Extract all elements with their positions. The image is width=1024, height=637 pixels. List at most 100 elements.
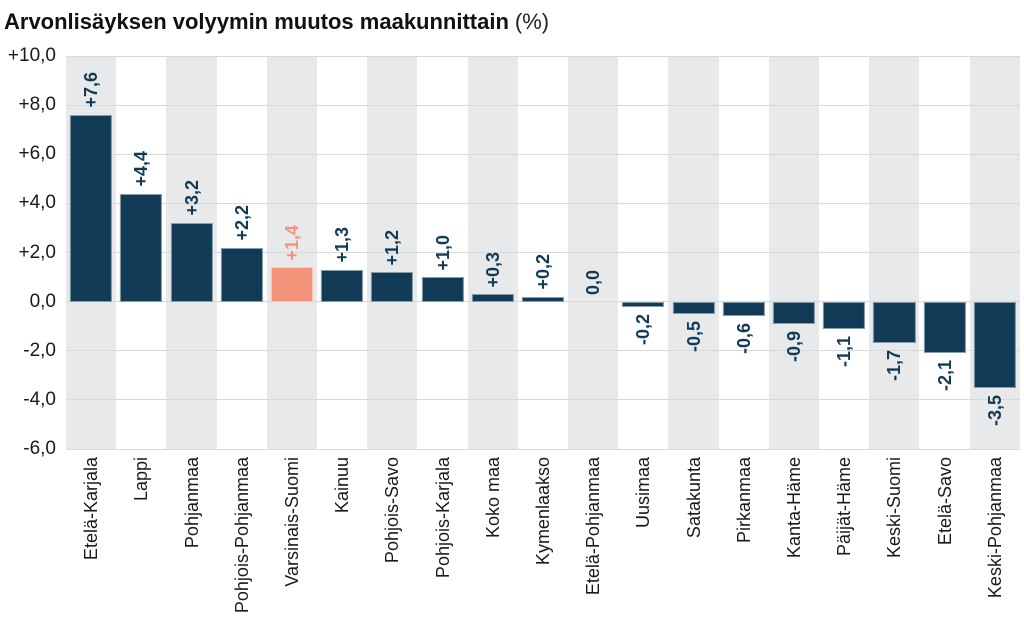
bar-value-label: -0,2 <box>633 313 654 345</box>
bar <box>321 269 364 302</box>
x-axis-label-cell: Satakunta <box>668 457 718 631</box>
y-tick-label: -4,0 <box>23 388 56 410</box>
bar-value-label: +4,4 <box>131 151 152 187</box>
x-axis-label-cell: Pohjois-Pohjanmaa <box>217 457 267 631</box>
x-axis-label: Satakunta <box>683 457 704 539</box>
x-axis-label: Lappi <box>131 457 152 502</box>
gridline <box>66 202 1020 204</box>
gridline <box>66 350 1020 352</box>
x-axis-label: Pohjois-Pohjanmaa <box>231 457 252 614</box>
x-axis-label-cell: Keski-Suomi <box>869 457 919 631</box>
x-axis-label: Keski-Pohjanmaa <box>984 457 1005 599</box>
bar <box>220 247 263 302</box>
plot-area: +7,6 +4,4 +3,2 +2,2 +1,4 +1,3 +1,2 +1,0 +0,3 +0,2… <box>66 56 1020 450</box>
chart-title: Arvonlisäyksen volyymin muutos maakunnit… <box>4 8 1024 36</box>
bar-column: +1,0 <box>417 56 467 449</box>
bar-column: +0,2 <box>518 56 568 449</box>
chart-title-main: Arvonlisäyksen volyymin muutos maakunnit… <box>4 9 509 34</box>
x-axis-label-cell: Päijät-Häme <box>819 457 869 631</box>
y-tick-label: -2,0 <box>23 339 56 361</box>
x-axis-label-cell: Etelä-Karjala <box>66 457 116 631</box>
bar-value-label: +0,2 <box>532 254 553 290</box>
x-axis-label-cell: Keski-Pohjanmaa <box>970 457 1020 631</box>
bar-value-label: -0,5 <box>683 320 704 352</box>
gridline <box>66 399 1020 401</box>
bar <box>120 193 163 302</box>
bar-column: +4,4 <box>116 56 166 449</box>
x-axis-label-cell: Koko maa <box>468 457 518 631</box>
x-axis-label: Etelä-Pohjanmaa <box>583 457 604 596</box>
bar-value-label: +1,2 <box>382 229 403 266</box>
bar-value-label: +1,3 <box>332 227 353 263</box>
bar-value-label: +0,3 <box>482 251 503 288</box>
x-axis-label: Keski-Suomi <box>884 457 905 559</box>
y-tick-label: +8,0 <box>18 94 56 116</box>
bar-column: +2,2 <box>217 56 267 449</box>
x-axis-label-cell: Etelä-Savo <box>919 457 969 631</box>
gridline <box>66 252 1020 253</box>
x-axis-label-cell: Kanta-Häme <box>769 457 819 631</box>
x-axis-label: Kanta-Häme <box>783 457 804 559</box>
y-tick-label: +2,0 <box>18 241 56 263</box>
bar <box>371 272 414 302</box>
x-axis-label: Uusimaa <box>633 457 654 529</box>
bar <box>622 301 665 307</box>
bar-value-label: -1,1 <box>834 335 855 367</box>
x-axis-label-cell: Kainuu <box>317 457 367 631</box>
x-axis-label: Pohjanmaa <box>181 457 202 549</box>
x-axis: Etelä-Karjala Lappi Pohjanmaa Pohjois-Pohja… <box>66 457 1020 631</box>
bar <box>170 223 213 302</box>
x-axis-label-cell: Pohjois-Karjala <box>417 457 467 631</box>
bar-value-label: -1,7 <box>884 350 905 382</box>
bar <box>873 301 916 344</box>
bar <box>973 301 1016 388</box>
x-axis-label: Pohjois-Savo <box>382 457 403 564</box>
bar-value-label: +2,2 <box>231 205 252 241</box>
bar <box>772 301 816 324</box>
y-tick-label: 0,0 <box>29 290 56 312</box>
bar <box>672 301 715 314</box>
bar-value-label: +1,4 <box>281 224 302 261</box>
bar-column: -0,6 <box>719 56 769 449</box>
gridline <box>66 301 1020 303</box>
x-axis-label-cell: Pohjois-Savo <box>367 457 417 631</box>
bar-chart: +10,0 +8,0 +6,0 +4,0 +2,0 0,0 -2,0 -4,0 -6,0 +7,… <box>0 45 1024 631</box>
bar-column: -0,2 <box>618 56 668 449</box>
plot-and-x-axis: +7,6 +4,4 +3,2 +2,2 +1,4 +1,3 +1,2 +1,0 +0,3 +0,2… <box>66 56 1020 631</box>
bar <box>521 296 564 302</box>
x-axis-label-cell: Pohjanmaa <box>166 457 216 631</box>
bar-column: +1,3 <box>317 56 367 449</box>
bar <box>471 294 514 302</box>
bar <box>823 301 866 329</box>
bar-value-label: +1,0 <box>432 234 453 271</box>
gridline <box>66 153 1020 155</box>
x-axis-label: Varsinais-Suomi <box>281 457 302 587</box>
bar-column: -1,1 <box>819 56 869 449</box>
y-tick-label: -6,0 <box>23 438 56 459</box>
x-axis-label: Kymenlaakso <box>532 457 553 566</box>
y-axis: +10,0 +8,0 +6,0 +4,0 +2,0 0,0 -2,0 -4,0 -6,0 <box>0 45 66 459</box>
chart-title-unit: (%) <box>514 9 550 34</box>
x-axis-label: Pohjois-Karjala <box>432 457 453 579</box>
y-tick-label: +4,0 <box>18 192 56 214</box>
bar <box>722 301 765 317</box>
gridline <box>66 56 1020 57</box>
bar-value-label: -0,6 <box>733 323 754 355</box>
bar-value-label: -3,5 <box>984 394 1005 426</box>
bar <box>421 277 464 302</box>
bar <box>270 267 313 302</box>
x-axis-label: Koko maa <box>482 457 503 539</box>
gridline <box>66 104 1020 106</box>
x-axis-label: Etelä-Savo <box>934 457 955 546</box>
gridline <box>66 448 1020 450</box>
x-axis-label: Päijät-Häme <box>834 457 855 557</box>
x-axis-label: Kainuu <box>332 457 353 514</box>
x-axis-label-cell: Varsinais-Suomi <box>267 457 317 631</box>
bar-column: +7,6 <box>66 56 117 449</box>
x-axis-label-cell: Etelä-Pohjanmaa <box>568 457 618 631</box>
bar-column: -2,1 <box>919 56 969 449</box>
x-axis-label-cell: Kymenlaakso <box>518 457 568 631</box>
bar-value-label: +7,6 <box>81 72 102 108</box>
x-axis-label: Pirkanmaa <box>733 457 754 544</box>
bar-value-label: 0,0 <box>583 269 604 295</box>
